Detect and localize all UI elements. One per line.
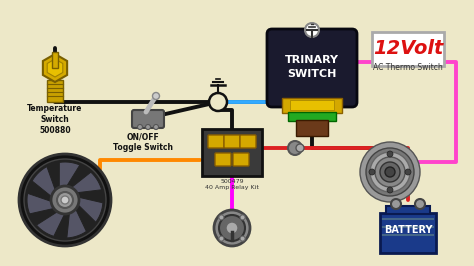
FancyBboxPatch shape	[215, 153, 231, 166]
Circle shape	[370, 152, 410, 192]
Polygon shape	[27, 193, 56, 214]
Circle shape	[226, 222, 238, 234]
FancyBboxPatch shape	[202, 129, 262, 176]
FancyBboxPatch shape	[224, 135, 240, 148]
Circle shape	[153, 93, 159, 99]
FancyBboxPatch shape	[240, 135, 256, 148]
Circle shape	[391, 199, 401, 209]
Circle shape	[360, 142, 420, 202]
FancyBboxPatch shape	[52, 52, 58, 68]
Circle shape	[240, 236, 245, 241]
Polygon shape	[47, 59, 63, 77]
Polygon shape	[59, 162, 80, 189]
Polygon shape	[67, 207, 86, 238]
FancyBboxPatch shape	[267, 29, 357, 107]
FancyBboxPatch shape	[208, 135, 224, 148]
FancyBboxPatch shape	[296, 120, 328, 136]
FancyBboxPatch shape	[132, 110, 164, 128]
Circle shape	[380, 162, 400, 182]
Polygon shape	[76, 197, 103, 222]
Polygon shape	[36, 210, 65, 236]
Circle shape	[375, 157, 405, 187]
Circle shape	[61, 196, 69, 204]
FancyBboxPatch shape	[233, 153, 249, 166]
Text: 500479
40 Amp Relay Kit: 500479 40 Amp Relay Kit	[205, 179, 259, 190]
Circle shape	[51, 186, 79, 214]
Circle shape	[24, 159, 106, 241]
Circle shape	[366, 148, 414, 196]
Polygon shape	[32, 167, 56, 198]
Circle shape	[19, 154, 111, 246]
FancyBboxPatch shape	[372, 32, 444, 66]
Text: ON/OFF
Toggle Switch: ON/OFF Toggle Switch	[113, 132, 173, 152]
FancyBboxPatch shape	[282, 98, 342, 113]
FancyBboxPatch shape	[290, 100, 334, 110]
Circle shape	[219, 236, 224, 241]
Text: AC Thermo Switch: AC Thermo Switch	[373, 64, 443, 73]
Circle shape	[387, 151, 393, 157]
Circle shape	[405, 169, 411, 175]
Circle shape	[137, 124, 143, 130]
Circle shape	[219, 215, 224, 220]
Circle shape	[296, 144, 304, 152]
Circle shape	[214, 210, 250, 246]
Circle shape	[57, 192, 73, 208]
Circle shape	[415, 199, 425, 209]
Circle shape	[146, 124, 151, 130]
FancyBboxPatch shape	[386, 206, 430, 214]
Polygon shape	[43, 54, 67, 82]
Text: 12Volt: 12Volt	[373, 39, 443, 59]
Circle shape	[387, 187, 393, 193]
Circle shape	[240, 215, 245, 220]
Circle shape	[209, 93, 227, 111]
Text: Temperature
Switch
500880: Temperature Switch 500880	[27, 104, 82, 135]
Text: BATTERY: BATTERY	[384, 225, 432, 235]
Polygon shape	[70, 172, 101, 193]
Circle shape	[288, 141, 302, 155]
Circle shape	[219, 215, 245, 241]
Circle shape	[385, 167, 395, 177]
Text: TRINARY
SWITCH: TRINARY SWITCH	[285, 55, 339, 78]
FancyBboxPatch shape	[47, 80, 63, 102]
Circle shape	[369, 169, 375, 175]
FancyBboxPatch shape	[380, 213, 436, 253]
Circle shape	[154, 124, 158, 130]
FancyBboxPatch shape	[288, 112, 336, 121]
Circle shape	[305, 23, 319, 37]
